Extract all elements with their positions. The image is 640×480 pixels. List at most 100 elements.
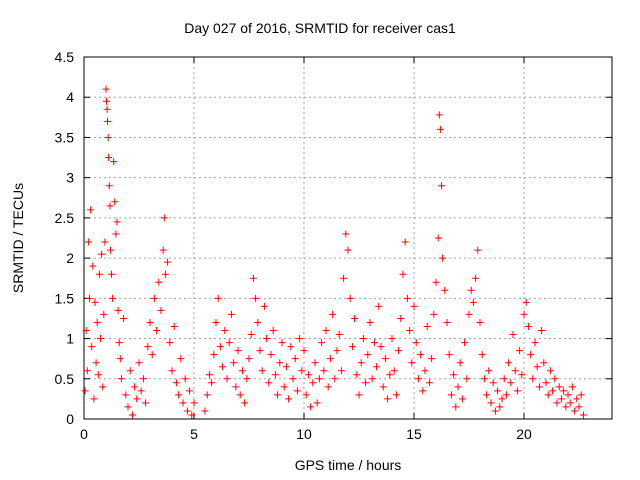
data-point xyxy=(432,278,440,286)
data-point xyxy=(562,403,570,411)
data-point xyxy=(223,375,231,383)
data-point xyxy=(513,387,521,395)
data-point xyxy=(381,355,389,363)
data-point xyxy=(214,294,222,302)
data-point xyxy=(201,407,209,415)
data-point xyxy=(571,407,579,415)
data-point xyxy=(445,351,453,359)
data-point xyxy=(397,314,405,322)
data-point xyxy=(318,339,326,347)
data-point xyxy=(99,383,107,391)
data-point xyxy=(265,379,273,387)
data-point xyxy=(164,258,172,266)
data-point xyxy=(230,359,238,367)
data-point xyxy=(131,383,139,391)
x-tick-label: 20 xyxy=(516,426,532,442)
data-point xyxy=(540,359,548,367)
data-point xyxy=(403,294,411,302)
data-point xyxy=(412,339,420,347)
data-point xyxy=(105,154,113,162)
data-point xyxy=(87,206,95,214)
data-point xyxy=(579,411,587,419)
data-point xyxy=(529,375,537,383)
data-point xyxy=(252,294,260,302)
data-point xyxy=(502,391,510,399)
data-point xyxy=(340,274,348,282)
data-point xyxy=(166,339,174,347)
data-point xyxy=(175,391,183,399)
x-axis-label: GPS time / hours xyxy=(294,457,402,473)
data-point xyxy=(443,318,451,326)
data-point xyxy=(333,347,341,355)
data-point xyxy=(256,347,264,355)
data-point xyxy=(263,335,271,343)
data-point xyxy=(564,391,572,399)
data-point xyxy=(487,399,495,407)
data-point xyxy=(183,407,191,415)
data-point xyxy=(90,395,98,403)
data-point xyxy=(329,310,337,318)
data-point xyxy=(546,367,554,375)
data-point xyxy=(128,411,136,419)
y-tick-label: 2 xyxy=(66,250,74,266)
data-point xyxy=(518,371,526,379)
data-point xyxy=(280,383,288,391)
data-point xyxy=(276,359,284,367)
data-point xyxy=(86,294,93,302)
data-point xyxy=(186,387,194,395)
data-point xyxy=(112,230,120,238)
data-point xyxy=(161,270,169,278)
data-point xyxy=(114,306,122,314)
data-point xyxy=(500,375,508,383)
data-point xyxy=(115,339,123,347)
x-axis: 0 5 10 15 20 xyxy=(80,57,532,442)
data-point xyxy=(168,367,176,375)
data-point xyxy=(353,371,361,379)
data-point xyxy=(243,375,251,383)
data-point xyxy=(88,343,96,351)
data-point xyxy=(357,359,365,367)
data-point xyxy=(425,379,433,387)
data-point xyxy=(148,351,156,359)
data-point xyxy=(95,270,103,278)
data-point xyxy=(555,383,563,391)
data-point xyxy=(150,294,158,302)
data-point xyxy=(364,351,372,359)
data-point xyxy=(428,355,436,363)
data-point xyxy=(117,375,125,383)
data-point xyxy=(505,359,513,367)
data-point xyxy=(375,302,383,310)
data-point xyxy=(304,371,312,379)
data-point xyxy=(160,214,168,222)
data-point xyxy=(392,391,400,399)
data-point xyxy=(258,367,266,375)
data-point xyxy=(234,347,242,355)
data-point xyxy=(94,371,102,379)
data-point xyxy=(157,306,165,314)
data-points xyxy=(81,85,587,419)
data-point xyxy=(98,250,106,258)
data-point xyxy=(245,355,253,363)
data-point xyxy=(408,359,416,367)
data-point xyxy=(102,85,110,93)
data-point xyxy=(560,387,568,395)
data-point xyxy=(524,322,532,330)
data-point xyxy=(84,238,92,246)
data-point xyxy=(81,387,89,395)
data-point xyxy=(278,339,286,347)
data-point xyxy=(359,335,367,343)
data-point xyxy=(494,387,502,395)
data-point xyxy=(116,355,124,363)
data-point xyxy=(190,399,198,407)
data-point xyxy=(287,343,295,351)
y-tick-label: 3.5 xyxy=(55,129,75,145)
y-tick-label: 0.5 xyxy=(55,371,75,387)
data-point xyxy=(575,403,583,411)
data-point xyxy=(527,351,535,359)
data-point xyxy=(351,314,359,322)
data-point xyxy=(430,310,438,318)
data-point xyxy=(469,298,477,306)
y-tick-label: 2.5 xyxy=(55,210,75,226)
data-point xyxy=(419,387,427,395)
data-point xyxy=(159,246,167,254)
